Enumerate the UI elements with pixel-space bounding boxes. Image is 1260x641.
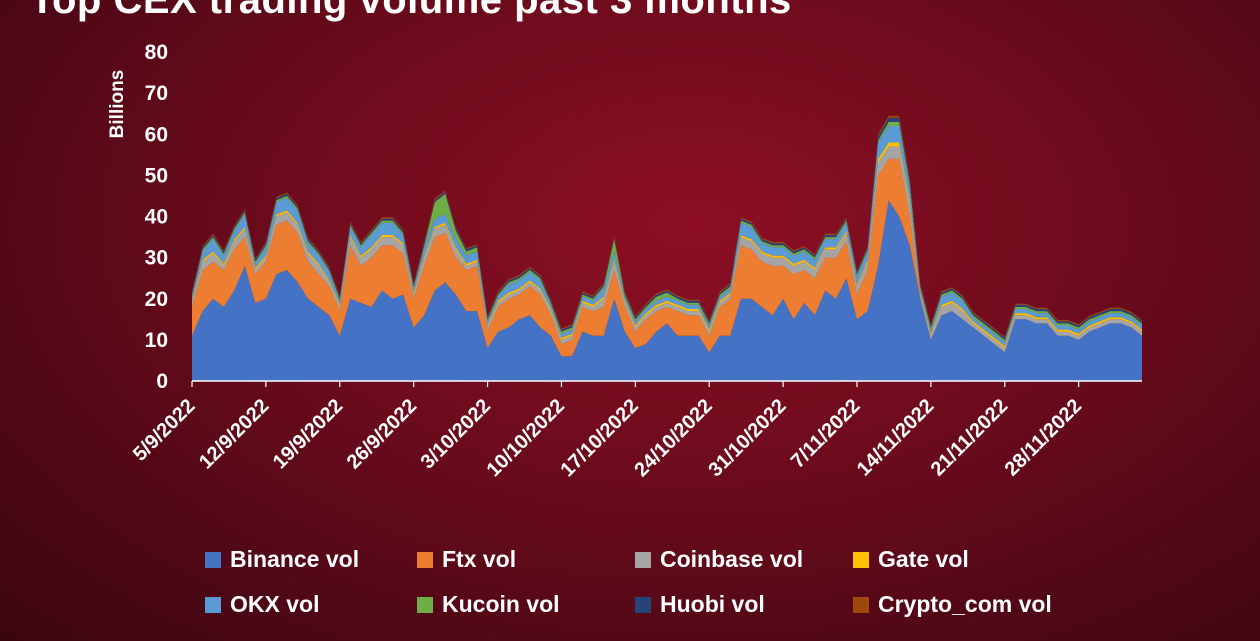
legend-item: Huobi vol [635,591,853,618]
x-tick-label: 19/9/2022 [269,395,347,473]
x-tick-label: 14/11/2022 [853,395,939,481]
y-tick-label: 70 [145,82,168,105]
legend-swatch [635,551,651,568]
legend-label: Binance vol [230,546,360,572]
y-tick-label: 60 [145,123,168,146]
legend-swatch [635,596,651,613]
legend-label: OKX vol [230,591,320,617]
legend-label: Coinbase vol [660,546,804,572]
series-area-1 [192,200,1142,381]
x-tick-label: 5/9/2022 [129,395,200,466]
x-tick-label: 28/11/2022 [1001,395,1087,481]
legend-label: Huobi vol [660,591,765,617]
y-tick-label: 50 [145,164,168,187]
x-tick-label: 24/10/2022 [630,395,716,481]
y-tick-label: 20 [145,288,168,311]
series-area-2 [192,158,1142,357]
x-tick-label: 17/10/2022 [557,395,643,481]
y-tick-label: 40 [145,206,168,229]
x-tick-label: 21/11/2022 [927,395,1013,481]
y-tick-label: 80 [145,41,168,64]
legend-label: Ftx vol [442,546,517,572]
legend-label: Gate vol [878,546,969,572]
legend-label: Kucoin vol [442,591,560,617]
x-tick-label: 7/11/2022 [787,395,865,473]
legend-label: Crypto_com vol [878,591,1052,617]
legend-swatch [853,551,869,568]
chart-legend: Binance vol Ftx vol Coinbase vol Gate vol OK… [205,546,1105,618]
x-tick-label: 3/10/2022 [417,395,495,473]
y-axis-title: Billions [107,70,128,139]
x-tick-label: 10/10/2022 [483,395,569,481]
y-tick-label: 30 [145,247,168,270]
legend-swatch [205,596,221,613]
x-tick-label: 12/9/2022 [195,395,273,473]
y-tick-label: 10 [145,329,168,352]
legend-item: Ftx vol [417,546,635,573]
legend-swatch [205,551,221,568]
legend-item: OKX vol [205,591,417,618]
legend-item: Kucoin vol [417,591,635,618]
x-tick-label: 26/9/2022 [343,395,421,473]
legend-swatch [853,596,869,613]
legend-item: Binance vol [205,546,417,573]
x-tick-label: 31/10/2022 [704,395,790,481]
y-tick-label: 0 [156,370,168,393]
legend-item: Crypto_com vol [853,591,1083,618]
chart-title: Top CEX trading volume past 3 months [30,0,792,22]
legend-swatch [417,596,433,613]
legend-item: Gate vol [853,546,1083,573]
legend-swatch [417,551,433,568]
legend-item: Coinbase vol [635,546,853,573]
